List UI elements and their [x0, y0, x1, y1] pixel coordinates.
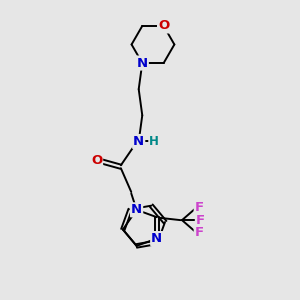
Text: N: N: [137, 56, 148, 70]
Text: O: O: [158, 20, 169, 32]
Text: N: N: [131, 203, 142, 216]
Text: F: F: [195, 226, 204, 239]
Text: F: F: [195, 201, 204, 214]
Text: H: H: [149, 135, 159, 148]
Text: O: O: [91, 154, 102, 167]
Text: N: N: [133, 135, 144, 148]
Text: F: F: [196, 214, 205, 226]
Text: N: N: [151, 232, 162, 245]
